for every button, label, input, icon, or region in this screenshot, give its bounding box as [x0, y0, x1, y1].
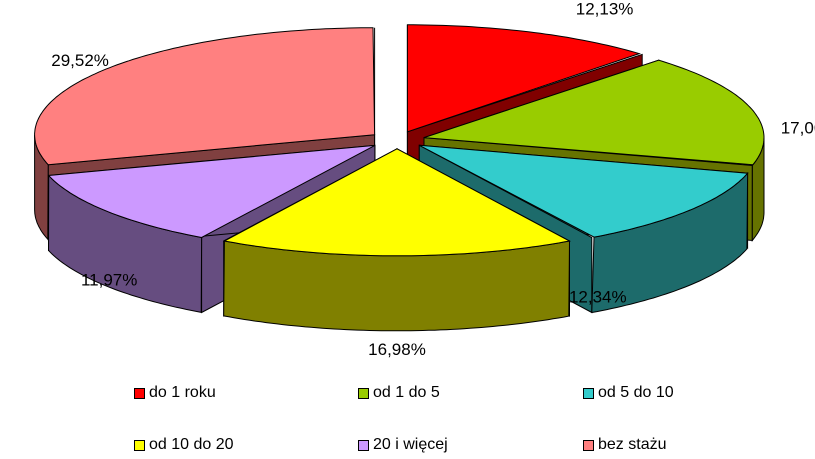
- legend-swatch: [583, 387, 594, 399]
- legend-item-od-5-do-10: od 5 do 10: [583, 384, 674, 402]
- data-label-0: 12,13%: [576, 0, 634, 18]
- legend-item-do-1-roku: do 1 roku: [134, 384, 216, 402]
- legend-item-od-10-do-20: od 10 do 20: [134, 436, 234, 454]
- data-label-5: 29,52%: [51, 51, 109, 70]
- legend-label: do 1 roku: [149, 384, 216, 401]
- legend-swatch: [134, 387, 145, 399]
- data-label-1: 17,06%: [781, 119, 815, 138]
- data-label-3: 16,98%: [368, 340, 426, 359]
- data-label-4: 11,97%: [81, 271, 137, 290]
- legend-item-20-i-wiecej: 20 i więcej: [358, 436, 448, 454]
- data-label-2: 12,34%: [569, 288, 627, 307]
- legend-item-bez-stazu: bez stażu: [583, 436, 666, 454]
- legend-swatch: [358, 387, 369, 399]
- legend-item-od-1-do-5: od 1 do 5: [358, 384, 440, 402]
- pie-slice-3: [222, 147, 572, 332]
- legend-swatch: [134, 439, 145, 451]
- legend-label: 20 i więcej: [373, 436, 448, 453]
- legend-label: od 10 do 20: [149, 436, 234, 453]
- legend-label: bez stażu: [598, 436, 667, 453]
- legend-swatch: [583, 439, 594, 451]
- legend-label: od 1 do 5: [373, 384, 440, 401]
- legend-label: od 5 do 10: [598, 384, 674, 401]
- legend-swatch: [358, 439, 369, 451]
